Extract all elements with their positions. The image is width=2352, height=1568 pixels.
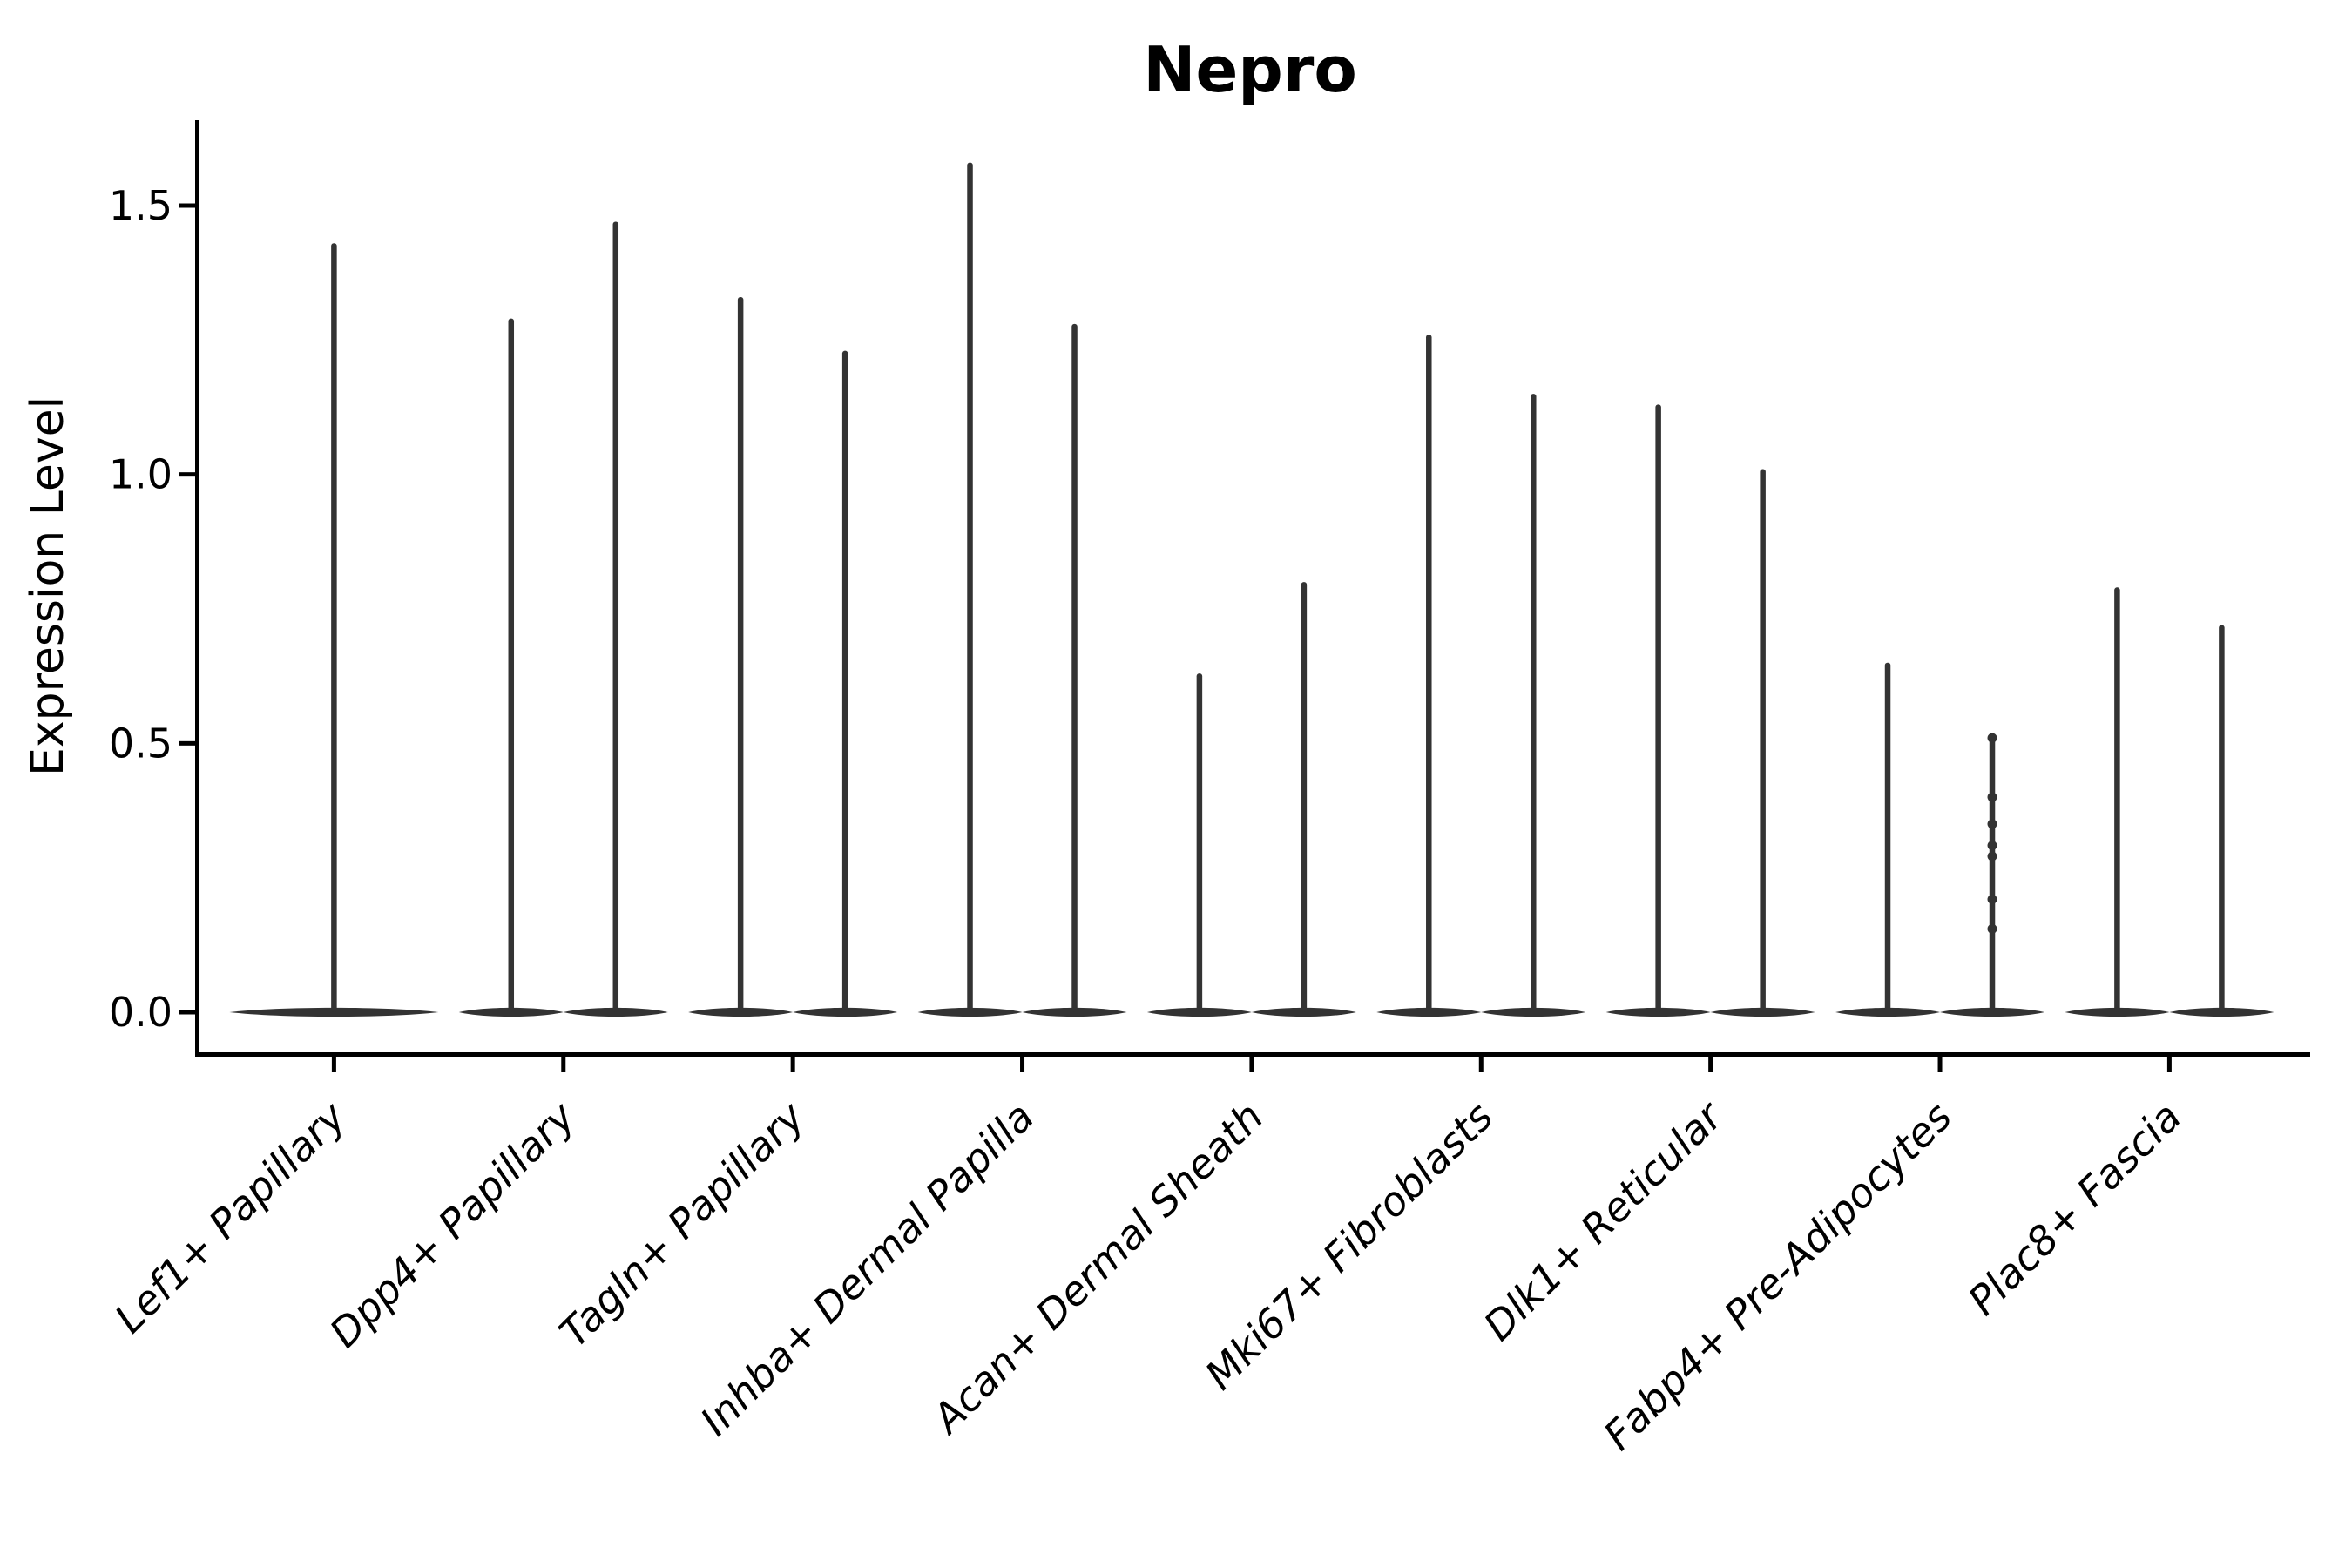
axes-layer [179,120,2310,1072]
x-tick-label: Lef1+ Papillary [105,1092,355,1342]
violin-stem [1989,738,1996,1012]
y-tick-label: 1.5 [109,182,172,229]
x-tick-mark [1708,1057,1713,1072]
violin-stem [1196,673,1203,1012]
x-tick-mark [561,1057,566,1072]
violin-stem [1655,404,1661,1012]
violin-stem [737,296,744,1012]
y-axis-spine [195,120,199,1057]
violin-series-layer [229,162,2274,1017]
violin-stem [331,243,337,1012]
violin-stem [1301,582,1308,1012]
x-tick-mark [790,1057,795,1072]
violin-stem [2114,587,2120,1012]
violin-stem [1071,323,1078,1012]
jitter-point [1987,894,1997,904]
x-tick-label: Dlk1+ Reticular [1475,1091,1734,1349]
violin-stem [1884,662,1891,1012]
x-tick-mark [2166,1057,2172,1072]
violin-stem [508,318,515,1012]
y-tick-label: 1.0 [109,451,172,498]
y-tick-mark [179,740,195,746]
x-tick-label: Tagln+ Papillary [551,1092,814,1356]
chart-title: Nepro [1143,33,1357,106]
violin-stem [1531,394,1537,1012]
violin-stem [1760,469,1766,1012]
x-axis-spine [195,1052,2310,1057]
violin-stem [967,162,973,1013]
violin-stem [841,350,848,1013]
jitter-point [1987,841,1997,851]
x-tick-mark [331,1057,336,1072]
jitter-point [1987,923,1997,934]
x-tick-mark [1937,1057,1943,1072]
jitter-point [1987,851,1997,862]
jitter-point [1987,819,1997,829]
x-tick-label: Dpp4+ Papillary [321,1092,585,1356]
violin-stem [1426,335,1432,1013]
y-tick-label: 0.5 [109,720,172,767]
y-tick-mark [179,472,195,477]
y-tick-mark [179,203,195,208]
x-tick-mark [1478,1057,1484,1072]
x-tick-label: Plac8+ Fascia [1959,1093,2190,1324]
jitter-point [1987,733,1997,743]
violin-stem [2219,625,2225,1012]
y-tick-label: 0.0 [109,989,172,1036]
jitter-point [1987,792,1997,802]
violin-stem [612,221,619,1012]
y-tick-mark [179,1010,195,1015]
x-tick-mark [1249,1057,1254,1072]
x-tick-mark [1020,1057,1025,1072]
y-axis-label: Expression Level [22,396,74,776]
